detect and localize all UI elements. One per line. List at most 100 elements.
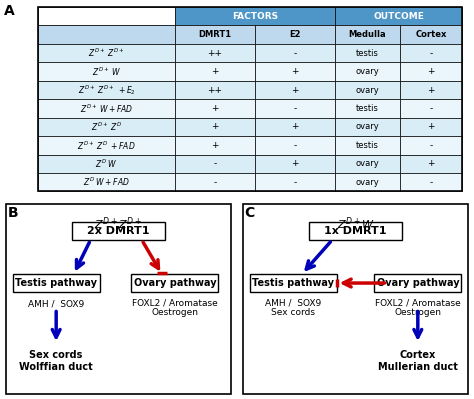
Bar [335, 154, 400, 173]
Bar [175, 154, 255, 173]
Bar [175, 173, 255, 192]
Bar [255, 154, 335, 173]
Bar [175, 118, 255, 136]
Bar [255, 173, 335, 192]
Bar [175, 81, 255, 99]
Text: ovary: ovary [356, 178, 379, 187]
Text: +: + [427, 122, 435, 131]
Text: $Z^{D+}\ Z^{D}\ +FAD$: $Z^{D+}\ Z^{D}\ +FAD$ [77, 139, 136, 152]
Text: +: + [211, 141, 219, 150]
Text: Oestrogen: Oestrogen [394, 308, 441, 316]
Text: Sex cords: Sex cords [271, 308, 315, 316]
Text: -: - [293, 141, 297, 150]
Text: ovary: ovary [356, 67, 379, 76]
Text: -: - [429, 104, 433, 113]
Bar [38, 44, 175, 62]
Text: Testis pathway: Testis pathway [252, 278, 334, 288]
Text: ++: ++ [208, 49, 222, 57]
Text: AMH /  SOX9: AMH / SOX9 [265, 299, 321, 308]
Bar [175, 99, 255, 118]
Text: E2: E2 [289, 30, 301, 39]
Text: testis: testis [356, 104, 379, 113]
Text: $Z^{D+}Z^{D+}$: $Z^{D+}Z^{D+}$ [94, 215, 143, 232]
Text: +: + [211, 104, 219, 113]
Bar [255, 118, 335, 136]
Text: ++: ++ [208, 85, 222, 95]
Text: FACTORS: FACTORS [232, 12, 278, 21]
Text: Mullerian duct: Mullerian duct [378, 361, 458, 371]
Text: +: + [211, 67, 219, 76]
Bar [255, 44, 335, 62]
Text: DMRT1: DMRT1 [199, 30, 232, 39]
Bar [400, 173, 462, 192]
Text: -: - [293, 178, 297, 187]
Bar [38, 81, 175, 99]
Text: FOXL2 / Aromatase: FOXL2 / Aromatase [375, 299, 461, 308]
Bar [38, 7, 462, 192]
Text: $Z^{D+}\ Z^{D+}$: $Z^{D+}\ Z^{D+}$ [88, 47, 125, 59]
Bar [175, 136, 255, 154]
Text: -: - [213, 178, 217, 187]
Bar [255, 136, 335, 154]
Text: ovary: ovary [356, 159, 379, 168]
Text: -: - [213, 159, 217, 168]
Bar [335, 26, 400, 44]
Bar [400, 99, 462, 118]
Bar [400, 118, 462, 136]
Bar [38, 62, 175, 81]
Text: Medulla: Medulla [349, 30, 386, 39]
Text: Ovary pathway: Ovary pathway [134, 278, 216, 288]
Bar [335, 118, 400, 136]
Bar [38, 7, 175, 26]
Text: testis: testis [356, 49, 379, 57]
Text: Oestrogen: Oestrogen [151, 308, 199, 316]
Bar [400, 62, 462, 81]
Bar [131, 274, 219, 292]
Bar [72, 222, 165, 240]
Text: Sex cords: Sex cords [29, 350, 83, 360]
Text: $Z^{D}\ W+FAD$: $Z^{D}\ W+FAD$ [83, 176, 130, 188]
Text: $Z^{D}\ W$: $Z^{D}\ W$ [95, 158, 118, 170]
Bar [255, 26, 335, 44]
Text: $Z^{D+}W$: $Z^{D+}W$ [337, 215, 374, 232]
Bar [175, 62, 255, 81]
Bar [335, 173, 400, 192]
Text: testis: testis [356, 141, 379, 150]
Bar [400, 26, 462, 44]
Bar [400, 136, 462, 154]
Bar [335, 62, 400, 81]
Text: +: + [211, 122, 219, 131]
Bar [38, 136, 175, 154]
Text: ovary: ovary [356, 85, 379, 95]
Bar [335, 99, 400, 118]
Text: +: + [291, 122, 299, 131]
Bar [13, 274, 100, 292]
Bar [175, 7, 335, 26]
Bar [400, 44, 462, 62]
Text: AMH /  SOX9: AMH / SOX9 [28, 300, 84, 309]
Text: Cortex: Cortex [415, 30, 447, 39]
Text: +: + [427, 85, 435, 95]
Text: 1x DMRT1: 1x DMRT1 [324, 226, 387, 236]
Text: +: + [291, 159, 299, 168]
Text: Wolffian duct: Wolffian duct [19, 361, 93, 371]
Text: +: + [291, 85, 299, 95]
Bar [38, 154, 175, 173]
Bar [309, 222, 402, 240]
Bar [374, 274, 461, 292]
Bar [400, 81, 462, 99]
Bar [175, 44, 255, 62]
Bar [38, 26, 175, 44]
Text: OUTCOME: OUTCOME [373, 12, 424, 21]
Bar [38, 173, 175, 192]
Text: Cortex: Cortex [400, 350, 436, 360]
Bar [255, 81, 335, 99]
Text: $Z^{D+}\ W$: $Z^{D+}\ W$ [92, 65, 121, 78]
Bar [335, 7, 462, 26]
Bar [335, 44, 400, 62]
Text: -: - [429, 49, 433, 57]
Text: ovary: ovary [356, 122, 379, 131]
Bar [38, 99, 175, 118]
Text: $Z^{D+}\ W+FAD$: $Z^{D+}\ W+FAD$ [80, 102, 133, 115]
Bar [250, 274, 337, 292]
